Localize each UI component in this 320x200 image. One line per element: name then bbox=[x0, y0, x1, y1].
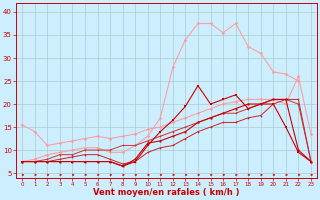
X-axis label: Vent moyen/en rafales ( km/h ): Vent moyen/en rafales ( km/h ) bbox=[93, 188, 240, 197]
